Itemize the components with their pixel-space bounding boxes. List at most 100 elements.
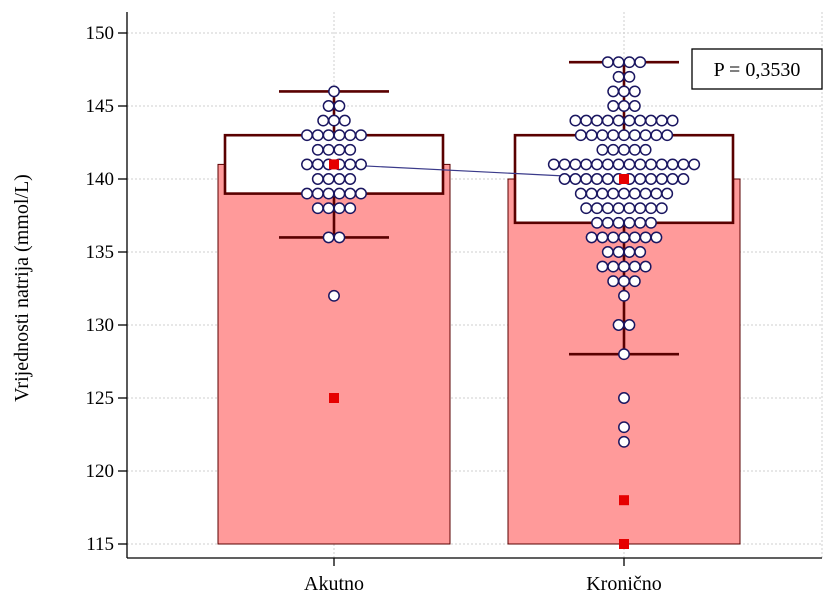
data-point (333, 100, 346, 112)
data-point (607, 231, 620, 244)
data-point (655, 173, 668, 185)
data-point (580, 114, 593, 127)
data-point (601, 173, 614, 185)
data-point (322, 129, 335, 142)
data-point (355, 187, 367, 200)
data-point (301, 187, 313, 200)
data-point (601, 158, 614, 171)
y-tick-label: 135 (86, 242, 115, 263)
data-point (628, 231, 641, 244)
data-point (547, 158, 560, 171)
data-point (344, 202, 357, 215)
data-point (650, 231, 663, 244)
data-point (618, 85, 630, 98)
data-point (618, 187, 630, 200)
data-point (655, 158, 668, 171)
data-point (333, 143, 346, 156)
data-point (634, 246, 647, 258)
data-point (634, 173, 647, 185)
data-point (601, 114, 614, 127)
data-point (311, 187, 324, 200)
data-point (618, 275, 630, 288)
data-point (558, 158, 571, 171)
data-point (650, 129, 663, 142)
data-point (623, 246, 636, 258)
data-point (322, 143, 335, 156)
data-point (607, 187, 620, 200)
data-point (574, 129, 587, 142)
data-point (612, 319, 625, 331)
data-point (585, 129, 598, 142)
data-point (311, 202, 324, 215)
data-point (607, 143, 620, 156)
y-tick-label: 150 (86, 23, 115, 44)
data-point (628, 187, 641, 200)
data-point (628, 85, 641, 98)
data-point (666, 114, 679, 127)
data-point (666, 173, 679, 185)
data-point (639, 129, 652, 142)
p-value-box-frame (691, 48, 823, 90)
data-point (344, 187, 357, 200)
data-point (580, 202, 593, 215)
data-point (612, 114, 625, 127)
data-point (607, 260, 620, 273)
data-point (618, 392, 630, 404)
data-point (612, 246, 625, 258)
data-point (344, 173, 357, 185)
data-point (628, 275, 641, 288)
y-tick-label: 115 (86, 534, 114, 555)
data-point (607, 85, 620, 98)
data-point (311, 143, 324, 156)
outlier-marker (329, 393, 339, 403)
data-point (618, 143, 630, 156)
data-point (355, 129, 367, 142)
data-point (355, 158, 367, 171)
data-point (612, 158, 625, 171)
data-point (623, 216, 636, 229)
data-point (634, 216, 647, 229)
data-point (650, 187, 663, 200)
data-point (661, 129, 674, 142)
data-point (639, 143, 652, 156)
data-point (634, 202, 647, 215)
data-point (601, 246, 614, 258)
y-tick-label: 140 (86, 169, 115, 190)
data-point (569, 173, 582, 185)
data-point (311, 173, 324, 185)
p-value-box: P = 0,3530 (691, 48, 823, 90)
data-point (628, 129, 641, 142)
outlier-marker (619, 539, 629, 549)
y-tick-label: 145 (86, 96, 115, 117)
data-point (628, 143, 641, 156)
data-point (591, 216, 603, 229)
data-point (322, 202, 335, 215)
data-point (645, 158, 657, 171)
data-point (634, 158, 647, 171)
data-point (618, 289, 630, 302)
data-point (322, 100, 335, 112)
data-point (311, 129, 324, 142)
data-point (328, 85, 340, 98)
data-point (618, 129, 630, 142)
data-point (628, 100, 641, 112)
data-point (344, 129, 357, 142)
data-point (333, 173, 346, 185)
data-point (688, 158, 701, 171)
data-point (344, 158, 357, 171)
data-point (607, 129, 620, 142)
data-point (591, 158, 603, 171)
data-point (569, 158, 582, 171)
data-point (612, 216, 625, 229)
data-point (618, 421, 630, 434)
data-point (596, 231, 609, 244)
data-point (645, 173, 657, 185)
data-point (677, 158, 690, 171)
data-point (623, 202, 636, 215)
data-point (601, 56, 614, 69)
data-points (301, 56, 701, 448)
data-point (601, 202, 614, 215)
data-point (623, 319, 636, 331)
data-point (580, 158, 593, 171)
